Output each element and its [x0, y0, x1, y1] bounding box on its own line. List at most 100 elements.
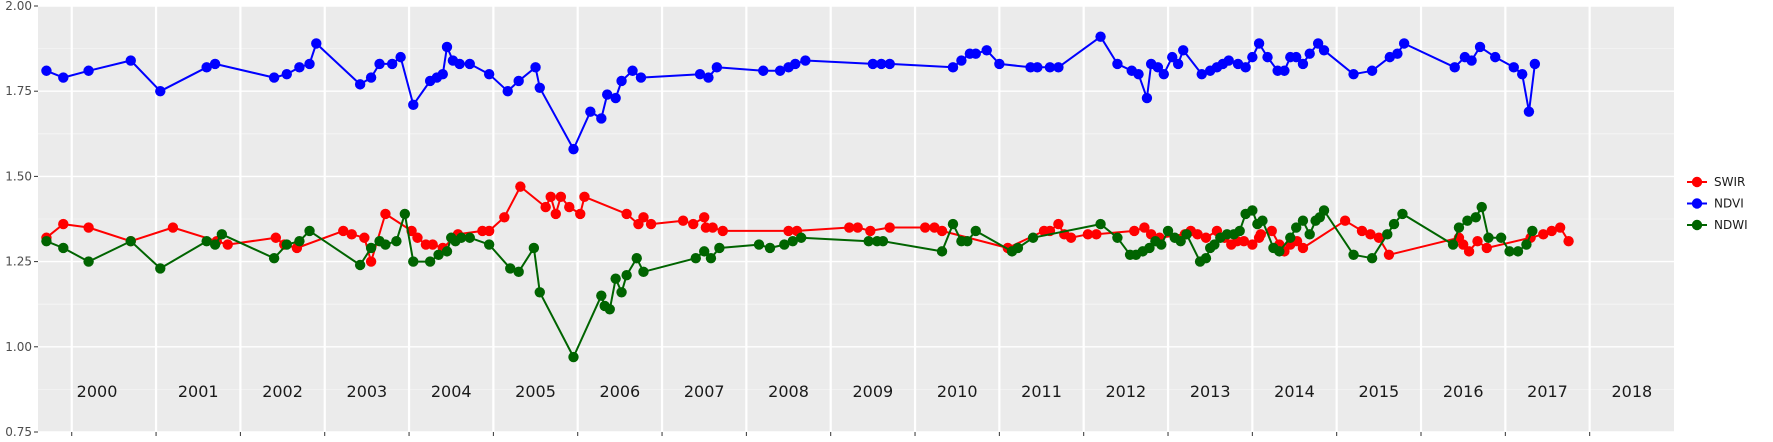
data-point-swir: [1563, 235, 1574, 247]
data-point-ndwi: [699, 246, 710, 257]
data-point-swir: [359, 232, 370, 243]
data-point-ndvi: [602, 89, 613, 100]
legend-label-ndvi: NDVI: [1714, 197, 1744, 211]
data-point-ndvi: [304, 58, 315, 70]
legend-label-ndwi: NDWI: [1714, 218, 1748, 232]
data-point-swir: [865, 225, 876, 237]
data-point-swir: [564, 201, 575, 213]
data-point-ndvi: [1112, 58, 1123, 70]
data-point-ndwi: [41, 235, 52, 247]
data-point-ndvi: [1133, 68, 1144, 80]
data-point-swir: [380, 208, 391, 220]
data-point-ndvi: [374, 58, 385, 70]
data-point-ndvi: [616, 75, 627, 87]
data-point-ndwi: [1304, 229, 1315, 240]
data-point-ndwi: [433, 249, 444, 260]
data-point-ndvi: [1223, 55, 1234, 66]
year-label: 2008: [768, 382, 809, 401]
data-point-ndwi: [268, 252, 280, 264]
year-label: 2009: [853, 382, 894, 401]
data-point-ndvi: [311, 38, 322, 49]
data-point-ndwi: [1291, 222, 1302, 233]
legend-label-swir: SWIR: [1714, 175, 1745, 189]
data-point-ndvi: [1318, 45, 1330, 56]
data-point-swir: [579, 191, 590, 203]
year-label: 2011: [1021, 382, 1062, 401]
data-point-swir: [575, 208, 586, 220]
data-point-swir: [412, 232, 423, 243]
data-point-swir: [919, 222, 931, 233]
data-point-ndvi: [947, 62, 959, 73]
data-point-ndwi: [155, 263, 166, 274]
data-point-swir: [688, 218, 699, 230]
data-point-ndvi: [1398, 38, 1410, 49]
data-point-ndvi: [1240, 62, 1251, 73]
data-point-ndwi: [513, 266, 524, 278]
year-label: 2017: [1527, 382, 1568, 401]
data-point-ndwi: [1462, 215, 1473, 226]
data-point-ndvi: [1508, 62, 1519, 73]
year-separator-lines: [70, 6, 1591, 432]
data-point-swir: [1463, 246, 1475, 257]
data-point-swir: [1472, 235, 1483, 247]
data-point-swir: [545, 191, 556, 203]
major-gridlines: [38, 5, 1674, 433]
data-point-ndvi: [1291, 51, 1302, 63]
data-point-ndwi: [365, 242, 377, 254]
year-label: 2004: [431, 382, 472, 401]
year-label: 2014: [1274, 382, 1315, 401]
data-point-ndwi: [1318, 205, 1330, 216]
data-point-ndvi: [386, 58, 398, 70]
data-point-swir: [1065, 232, 1077, 243]
data-point-ndwi: [962, 235, 973, 247]
data-point-swir: [645, 218, 657, 230]
data-point-ndvi: [1279, 65, 1290, 76]
data-point-ndwi: [216, 229, 228, 240]
data-point-swir: [1200, 232, 1212, 243]
data-point-ndwi: [464, 232, 475, 243]
data-point-ndvi: [209, 58, 221, 70]
legend-key-point-ndvi: [1691, 198, 1703, 209]
data-point-ndvi: [513, 75, 524, 87]
data-point-ndvi: [1312, 38, 1324, 49]
data-point-swir: [1339, 215, 1351, 226]
year-label: 2001: [178, 382, 219, 401]
data-point-swir: [1082, 229, 1094, 240]
data-point-ndwi: [125, 235, 136, 247]
data-point-swir: [936, 225, 948, 237]
data-point-swir: [1266, 225, 1277, 237]
data-point-swir: [884, 222, 895, 233]
data-point-swir: [1538, 229, 1549, 240]
data-point-ndwi: [58, 242, 69, 254]
data-point-ndwi: [399, 208, 411, 220]
year-label: 2007: [684, 382, 725, 401]
data-point-ndvi: [867, 58, 879, 70]
y-tick-label: 1.50: [5, 169, 32, 183]
data-point-ndvi: [1178, 45, 1189, 56]
data-point-ndwi: [304, 225, 315, 237]
data-point-ndvi: [365, 72, 377, 83]
data-point-ndwi: [505, 263, 516, 274]
data-point-swir: [1373, 232, 1385, 243]
data-point-ndvi: [1449, 62, 1460, 73]
data-point-ndwi: [1181, 229, 1192, 240]
data-point-ndwi: [354, 259, 366, 271]
data-point-ndvi: [981, 45, 992, 56]
data-point-ndvi: [1392, 48, 1403, 59]
data-point-swir: [783, 225, 794, 237]
data-point-ndvi: [1474, 41, 1486, 53]
data-point-ndvi: [585, 106, 596, 117]
data-point-ndvi: [1196, 68, 1207, 80]
data-point-ndvi: [758, 65, 769, 76]
data-point-ndwi: [631, 252, 642, 264]
legend-key-point-swir: [1691, 176, 1703, 188]
data-point-swir: [717, 225, 728, 237]
data-point-ndwi: [1285, 232, 1296, 243]
year-label: 2015: [1358, 382, 1399, 401]
data-point-ndvi: [568, 143, 579, 155]
data-point-ndwi: [1382, 229, 1393, 240]
data-point-ndwi: [764, 242, 776, 254]
data-point-ndvi: [596, 113, 607, 124]
data-point-ndwi: [1495, 232, 1507, 243]
data-point-ndvi: [1366, 65, 1378, 76]
